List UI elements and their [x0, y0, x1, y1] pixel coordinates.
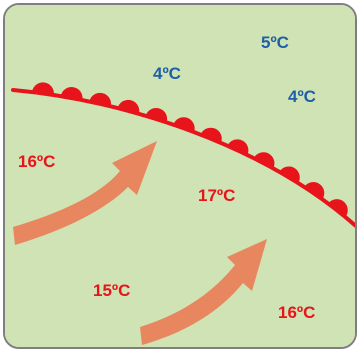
warm-temp-label: 15ºC: [93, 281, 131, 300]
map-background: [5, 5, 355, 347]
warm-temp-label: 17ºC: [198, 186, 236, 205]
cold-temp-label: 5ºC: [261, 33, 289, 52]
cold-temp-label: 4ºC: [288, 87, 316, 106]
cold-temp-label: 4ºC: [153, 64, 181, 83]
warm-air-arrow-left: [13, 141, 157, 245]
weather-map: [5, 5, 355, 347]
warm-air-arrow-right: [140, 239, 267, 345]
weather-map-panel: 5ºC 4ºC 4ºC 16ºC 17ºC 15ºC 16ºC: [3, 3, 357, 349]
warm-temp-label: 16ºC: [278, 303, 316, 322]
warm-front-line: [11, 88, 355, 228]
warm-temp-label: 16ºC: [18, 152, 56, 171]
